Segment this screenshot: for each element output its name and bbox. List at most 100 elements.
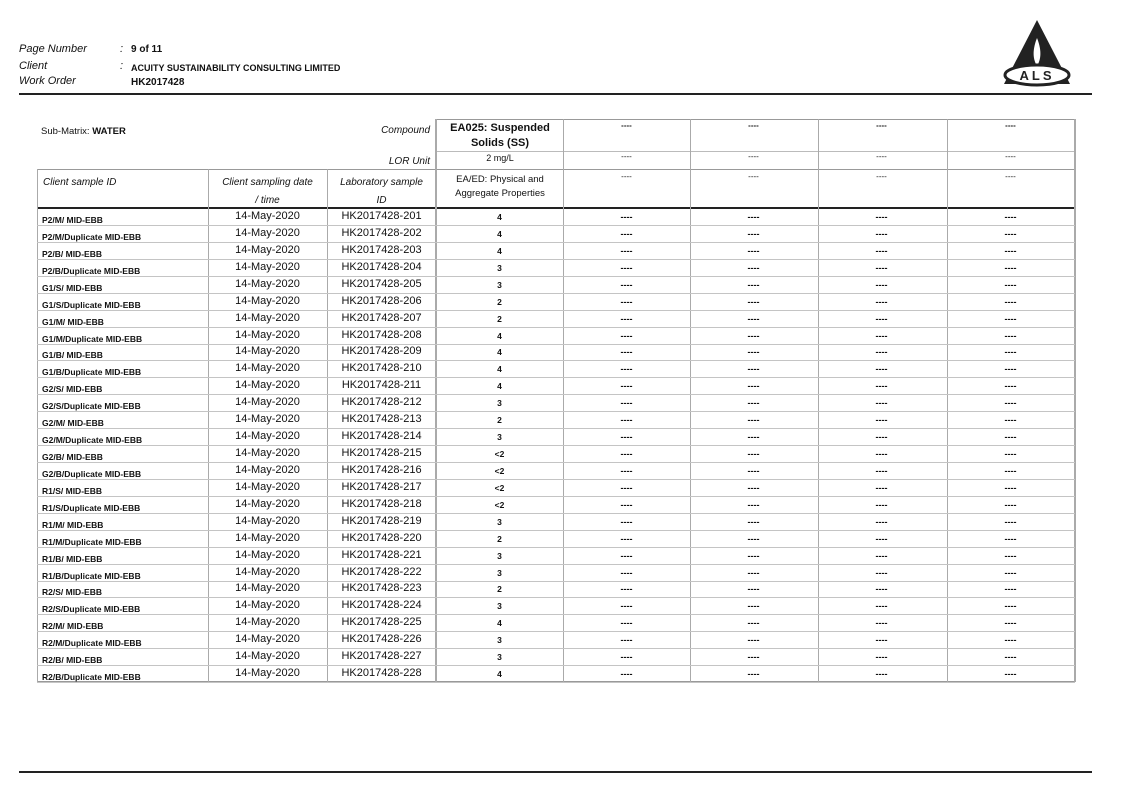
sample-id: G2/S/Duplicate MID-EBB	[42, 401, 141, 412]
lab-sample-id: HK2017428-210	[341, 362, 422, 375]
suspended-solids-result: 3	[497, 279, 502, 290]
lab-sample-id: HK2017428-220	[341, 531, 422, 544]
lab-sample-id: HK2017428-206	[341, 294, 422, 307]
empty-result: ----	[620, 245, 633, 256]
empty-result: ----	[620, 449, 633, 460]
sampling-date: 14-May-2020	[235, 396, 300, 409]
sample-id: R2/B/Duplicate MID-EBB	[42, 672, 141, 683]
empty-result: ----	[1004, 245, 1017, 256]
sub-matrix-label: Sub-Matrix:	[41, 126, 90, 137]
empty-result: ----	[875, 296, 888, 307]
empty-result: ----	[1004, 601, 1017, 612]
suspended-solids-result: 2	[497, 415, 502, 426]
empty-result: ----	[1004, 313, 1017, 324]
empty-result: ----	[1004, 618, 1017, 629]
sample-id: R1/B/Duplicate MID-EBB	[42, 570, 141, 581]
empty-result: ----	[620, 465, 633, 476]
empty-result: ----	[875, 398, 888, 409]
lab-sample-id: HK2017428-223	[341, 582, 422, 595]
sample-id: G1/S/ MID-EBB	[42, 282, 103, 293]
col-header-sample-id: Client sample ID	[43, 177, 117, 188]
lab-sample-id: HK2017428-201	[341, 210, 422, 222]
col-header-lab-id-2: ID	[376, 195, 387, 206]
suspended-solids-result: 3	[497, 635, 502, 646]
sample-id: G1/B/Duplicate MID-EBB	[42, 367, 142, 378]
sample-id: G2/B/Duplicate MID-EBB	[42, 468, 142, 479]
sampling-date: 14-May-2020	[235, 328, 300, 341]
sample-id: G2/M/Duplicate MID-EBB	[42, 435, 143, 446]
lab-sample-id: HK2017428-212	[341, 396, 422, 409]
empty-result: ----	[747, 279, 760, 290]
empty-result: ----	[747, 330, 760, 341]
suspended-solids-result: 4	[497, 618, 502, 629]
table-row: P2/M/Duplicate MID-EBB 14-May-2020 HK201…	[37, 226, 1075, 243]
empty-result: ----	[620, 381, 633, 392]
page-number: 9 of 11	[131, 44, 163, 55]
empty-result: ----	[1004, 465, 1017, 476]
sampling-date: 14-May-2020	[235, 497, 300, 510]
empty-result: ----	[620, 669, 633, 680]
sampling-date: 14-May-2020	[235, 582, 300, 595]
empty-result: ----	[875, 516, 888, 527]
sub-matrix-value: WATER	[92, 126, 126, 137]
sampling-date: 14-May-2020	[235, 210, 300, 222]
table-row: G2/B/ MID-EBB 14-May-2020 HK2017428-215 …	[37, 446, 1075, 464]
empty-result: ----	[875, 618, 888, 629]
suspended-solids-result: 4	[497, 228, 502, 239]
table-row: G2/M/ MID-EBB 14-May-2020 HK2017428-213 …	[37, 412, 1075, 430]
sample-id: R2/B/ MID-EBB	[42, 655, 103, 666]
lab-sample-id: HK2017428-227	[341, 650, 422, 663]
empty-result: ----	[1004, 432, 1017, 443]
compound-name: EA025: Suspended Solids (SS)	[450, 121, 550, 149]
suspended-solids-result: 3	[497, 398, 502, 409]
empty-lor-2: ----	[621, 152, 632, 161]
empty-result: ----	[620, 635, 633, 646]
lab-sample-id: HK2017428-222	[341, 565, 422, 578]
empty-result: ----	[747, 415, 760, 426]
sample-id: P2/M/Duplicate MID-EBB	[42, 231, 142, 242]
col-header-lab-id: Laboratory sample	[340, 177, 423, 188]
client-name: ACUITY SUSTAINABILITY CONSULTING LIMITED	[131, 63, 341, 73]
empty-result: ----	[1004, 398, 1017, 409]
lab-sample-id: HK2017428-218	[341, 497, 422, 510]
table-row: G1/B/ MID-EBB 14-May-2020 HK2017428-209 …	[37, 344, 1075, 362]
sampling-date: 14-May-2020	[235, 243, 300, 256]
sampling-date: 14-May-2020	[235, 277, 300, 290]
lab-sample-id: HK2017428-225	[341, 616, 422, 629]
suspended-solids-result: 3	[497, 262, 502, 273]
compound-label: Compound	[381, 125, 430, 136]
work-order-label: Work Order	[19, 75, 76, 87]
empty-result: ----	[747, 313, 760, 324]
sample-id: R1/B/ MID-EBB	[42, 553, 103, 564]
suspended-solids-result: 2	[497, 584, 502, 595]
als-logo: ALS	[1003, 20, 1071, 87]
empty-result: ----	[620, 262, 633, 273]
empty-result: ----	[1004, 584, 1017, 595]
suspended-solids-result: <2	[494, 465, 505, 476]
suspended-solids-result: 4	[497, 212, 502, 222]
empty-result: ----	[747, 364, 760, 375]
empty-result: ----	[747, 449, 760, 460]
empty-result: ----	[620, 652, 633, 663]
suspended-solids-result: <2	[494, 499, 505, 510]
table-row: G1/M/ MID-EBB 14-May-2020 HK2017428-207 …	[37, 311, 1075, 328]
sample-id: R1/M/Duplicate MID-EBB	[42, 536, 142, 547]
suspended-solids-result: 3	[497, 567, 502, 578]
empty-result: ----	[1004, 415, 1017, 426]
suspended-solids-result: 4	[497, 364, 502, 375]
lab-sample-id: HK2017428-207	[341, 311, 422, 324]
table-row: G1/M/Duplicate MID-EBB 14-May-2020 HK201…	[37, 328, 1075, 345]
empty-result: ----	[747, 212, 760, 222]
empty-result: ----	[875, 330, 888, 341]
empty-lor-3: ----	[748, 152, 759, 161]
suspended-solids-result: <2	[494, 449, 505, 460]
sample-id: G1/B/ MID-EBB	[42, 350, 103, 361]
empty-result: ----	[875, 212, 888, 222]
empty-method-4: ----	[876, 172, 887, 181]
table-row: R2/B/ MID-EBB 14-May-2020 HK2017428-227 …	[37, 649, 1075, 667]
sample-id: R1/S/Duplicate MID-EBB	[42, 502, 141, 513]
sample-id: P2/M/ MID-EBB	[42, 215, 103, 225]
sampling-date: 14-May-2020	[235, 447, 300, 460]
empty-result: ----	[747, 465, 760, 476]
